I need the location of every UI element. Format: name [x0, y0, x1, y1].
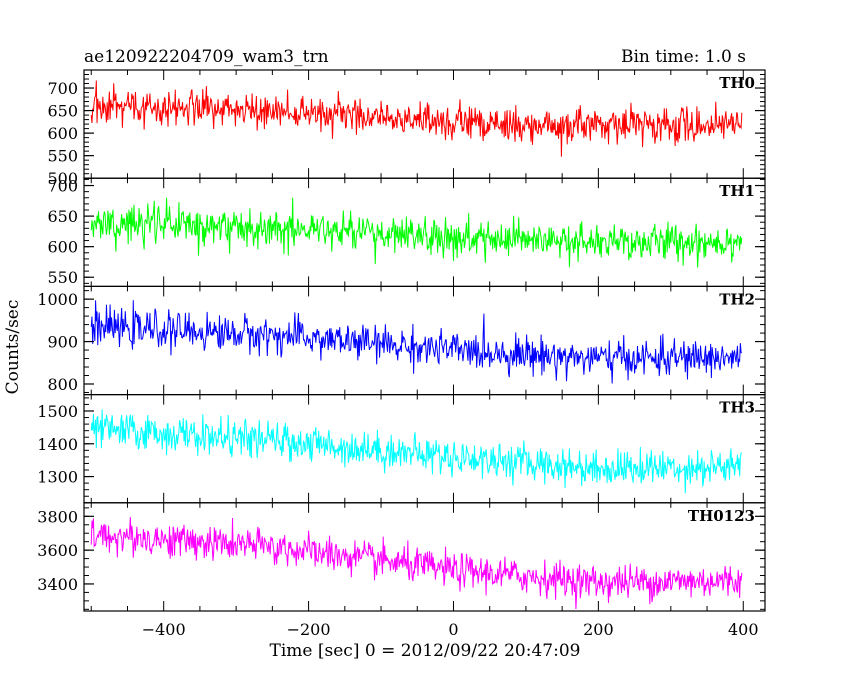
chart-title: ae120922204709_wam3_trn	[84, 47, 329, 67]
panel-label-th0123: TH0123	[688, 507, 755, 525]
x-tick-label: 0	[448, 620, 458, 639]
y-axis-label: Counts/sec	[3, 300, 23, 395]
y-tick-label: 3600	[37, 541, 78, 560]
panels-group: TH0 500 550 600 650 700 TH1 550 600 650 700 TH2 800 9…	[37, 69, 766, 639]
y-tick-label: 650	[47, 102, 78, 121]
y-tick-label: 1000	[37, 290, 78, 309]
series-line-th0	[90, 80, 743, 157]
series-line-th1	[90, 197, 743, 268]
series-line-th2	[90, 300, 742, 384]
panel-frame-th0	[83, 69, 766, 179]
x-tick-label: 400	[728, 620, 759, 639]
y-tick-label: 3400	[37, 575, 78, 594]
y-tick-label: 600	[47, 238, 78, 257]
y-tick-label: 500	[47, 169, 78, 188]
panel-label-th2: TH2	[719, 290, 755, 308]
panel-label-th1: TH1	[719, 182, 755, 200]
bin-time-label: Bin time: 1.0 s	[621, 47, 746, 67]
y-tick-label: 900	[47, 333, 78, 352]
y-tick-label: 1300	[37, 468, 78, 487]
y-tick-label: 1400	[37, 435, 78, 454]
y-tick-label: 3800	[37, 507, 78, 526]
series-line-th0123	[90, 517, 743, 610]
panel-label-th3: TH3	[719, 399, 755, 417]
y-tick-label: 650	[47, 207, 78, 226]
y-tick-label: 550	[47, 268, 78, 287]
y-tick-label: 700	[47, 177, 78, 196]
y-tick-label: 700	[47, 79, 78, 98]
y-tick-label: 550	[47, 147, 78, 166]
panel-frame-th3	[83, 394, 766, 504]
panel-label-th0: TH0	[719, 74, 755, 92]
x-tick-label: 200	[583, 620, 614, 639]
y-tick-label: 600	[47, 124, 78, 143]
series-line-th3	[90, 409, 742, 494]
y-tick-label: 800	[47, 375, 78, 394]
x-tick-label: −400	[142, 620, 186, 639]
y-tick-label: 1500	[37, 402, 78, 421]
x-tick-label: −200	[287, 620, 331, 639]
x-axis-label: Time [sec] 0 = 2012/09/22 20:47:09	[270, 641, 581, 661]
panel-frame-th0123	[83, 502, 766, 612]
